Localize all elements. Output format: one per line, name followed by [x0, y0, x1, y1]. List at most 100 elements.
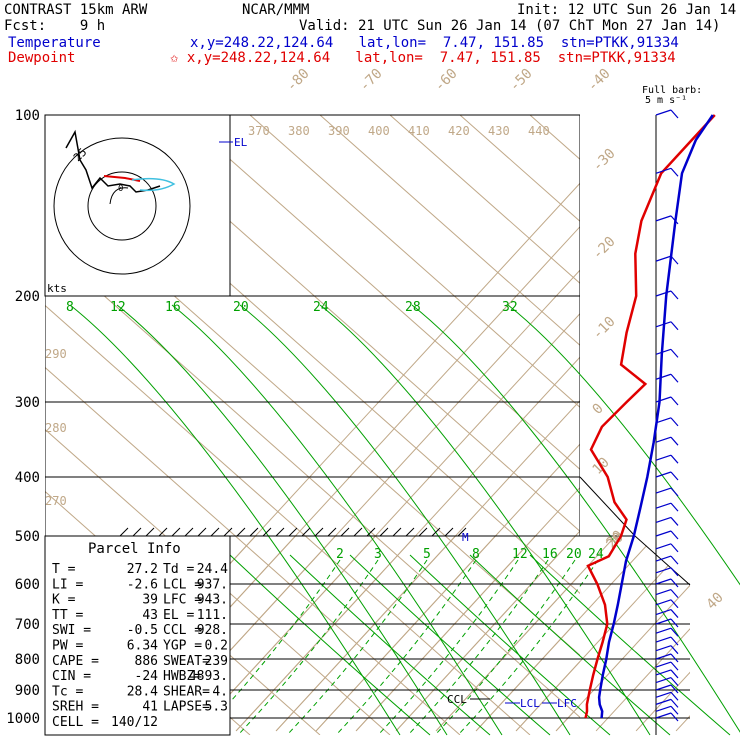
wind-barb-flag: [670, 712, 679, 722]
wind-barb-flag: [670, 691, 679, 701]
parcel-value: 928.: [197, 623, 228, 638]
wind-barb: [655, 599, 672, 606]
isotherm: [395, 535, 581, 732]
wind-barb: [655, 618, 672, 625]
parcel-value: -24: [135, 669, 159, 684]
wind-barb-flag: [670, 530, 679, 540]
isotherm: [155, 269, 580, 732]
hatch-tick: [444, 527, 454, 537]
wind-barb-flag: [670, 599, 679, 609]
temperature-legend: Temperature: [8, 35, 101, 51]
theta-e-label: 380: [288, 124, 310, 138]
moist-adiabat-lower: [529, 554, 731, 736]
hodograph-frame: [44, 114, 231, 297]
hatch-tick: [197, 527, 207, 537]
dry-adiabat: [529, 115, 580, 160]
isotherm: [716, 87, 740, 730]
model-title: CONTRAST 15km ARW: [4, 2, 148, 18]
pressure-tick-label: 500: [15, 529, 40, 545]
wind-barb: [655, 417, 672, 424]
wind-barb-flag: [670, 578, 679, 588]
upper-frame-diagonal: [579, 476, 636, 537]
valid-time: Valid: 21 UTC Sun 26 Jan 14 (07 ChT Mon …: [299, 18, 721, 34]
parcel-label: Tc =: [52, 684, 83, 699]
wind-barb: [655, 454, 672, 461]
mixing-ratio-line: [237, 559, 379, 736]
dewpoint-profile: [584, 114, 716, 719]
wind-barb-flag: [670, 567, 679, 577]
profiles: [584, 114, 716, 719]
dry-adiabat: [389, 115, 580, 284]
pressure-tick-label: 900: [15, 683, 40, 699]
forecast-hour: Fcst: 9 h: [4, 18, 106, 34]
parcel-value: 0.2: [205, 639, 228, 654]
mixing-ratio-label: 12: [110, 300, 126, 315]
wind-barb-flag: [670, 677, 679, 686]
hatch-tick: [236, 527, 246, 537]
wind-barb: [655, 321, 672, 328]
hatch-tick: [132, 527, 142, 537]
parcel-value: 111.: [197, 608, 228, 623]
parcel-label: SREH =: [52, 700, 99, 715]
mixing-ratio-line: [199, 559, 341, 736]
parcel-label: PW =: [52, 639, 83, 654]
hatch-tick: [275, 527, 285, 537]
wind-barb: [655, 645, 672, 652]
wind-barb: [655, 705, 672, 712]
mixing-ratio-line: [286, 559, 428, 736]
parcel-label: T =: [52, 562, 76, 577]
theta-e-label: 420: [448, 124, 470, 138]
wind-barb-flag: [670, 555, 679, 565]
theta-e-label: 390: [328, 124, 350, 138]
parcel-value: 5.3: [205, 700, 228, 715]
pressure-tick-label: 700: [15, 617, 40, 633]
el-mark: EL: [234, 136, 248, 149]
pressure-tick-label: 800: [15, 652, 40, 668]
wind-barb: [655, 516, 672, 524]
hatch-tick: [379, 527, 389, 537]
mixing-ratio-label: 32: [502, 300, 518, 315]
theta-e-label: 370: [248, 124, 270, 138]
wind-barb-flag: [670, 517, 679, 526]
wind-barb-flag: [670, 290, 679, 300]
mixing-ratio-label-lower: 8: [472, 547, 480, 562]
isotherm-label: -50: [507, 66, 536, 95]
wind-barb: [655, 502, 672, 509]
wind-barb-flag: [670, 417, 679, 427]
parcel-value: -0.5: [127, 623, 158, 638]
isotherm: [676, 87, 740, 730]
wind-barb: [655, 653, 672, 660]
isotherm-label: -80: [284, 66, 313, 95]
init-time: Init: 12 UTC Sun 26 Jan 14: [517, 2, 737, 18]
isotherm: [596, 87, 740, 730]
wind-barb-flag: [670, 502, 679, 512]
isotherm: [636, 87, 740, 730]
parcel-label: TT =: [52, 608, 83, 623]
isotherm: [435, 573, 580, 732]
mixing-ratio-label-lower: 12: [512, 547, 528, 562]
barb-legend-line1: Full barb:: [642, 85, 703, 96]
parcel-value: 886: [135, 654, 158, 669]
hatch-tick: [405, 527, 415, 537]
isotherm-label: -40: [585, 66, 614, 95]
ccl-mark: CCL: [447, 693, 467, 706]
dewpoint-location: ✩ x,y=248.22,124.64 lat,lon= 7.47, 151.8…: [170, 50, 676, 66]
moist-adiabat-lower: [469, 554, 671, 736]
wind-barb-flag: [670, 543, 679, 553]
mixing-ratio-label-lower: 24: [588, 547, 604, 562]
parcel-value: 41: [142, 700, 158, 715]
moist-adiabat-lower: [229, 554, 431, 736]
hatch-line: [119, 527, 467, 537]
mixing-ratio-label-lower: 3: [374, 547, 382, 562]
parcel-label: SWEAT=: [163, 654, 210, 669]
org-label: NCAR/MMM: [242, 2, 310, 18]
wind-barb-flag: [670, 167, 679, 177]
hodograph-units-label: kts: [47, 282, 67, 295]
mixing-ratio-line: [335, 559, 477, 736]
lower-frame-diagonal: [634, 535, 691, 586]
dry-adiabat: [45, 366, 461, 735]
wind-barb-flag: [670, 669, 679, 679]
wind-barb-flag: [670, 471, 679, 481]
wind-barb-flag: [670, 255, 679, 265]
